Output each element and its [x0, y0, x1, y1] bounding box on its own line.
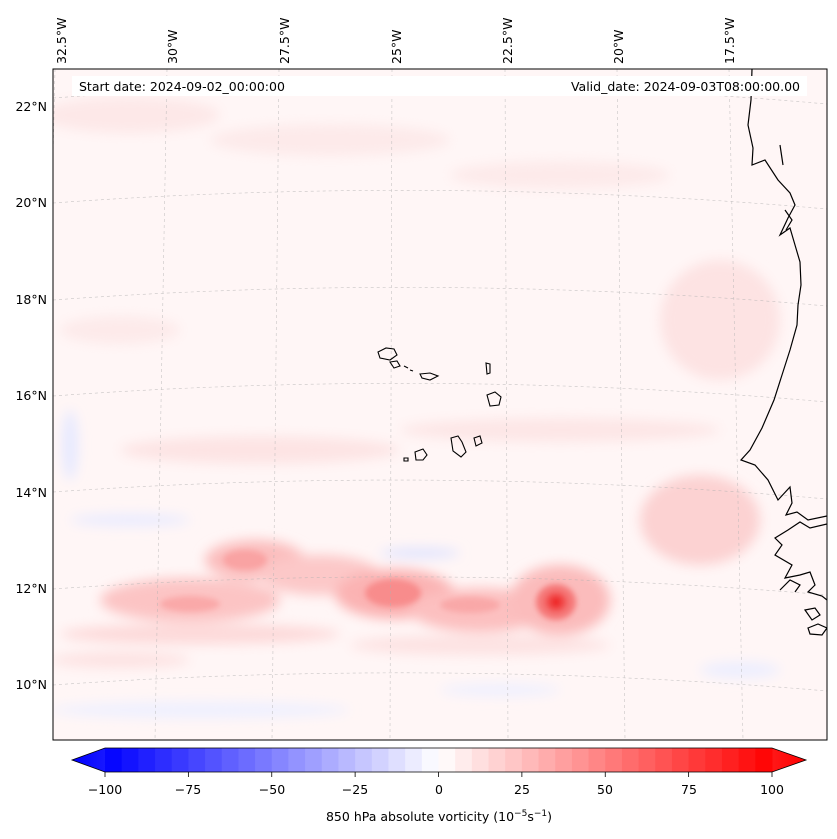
lon-label-25w: 25°W	[389, 29, 404, 64]
colorbar-step	[488, 748, 506, 772]
lat-label-22n: 22°N	[15, 99, 47, 114]
coastline	[739, 69, 827, 636]
lat-label-16n: 16°N	[15, 388, 47, 403]
colorbar-step	[288, 748, 306, 772]
lon-label-20w: 20°W	[611, 29, 626, 64]
colorbar-step	[738, 748, 756, 772]
colorbar-step	[221, 748, 239, 772]
cb-tick-label: 0	[435, 782, 443, 797]
colorbar-step	[438, 748, 456, 772]
colorbar-step	[238, 748, 256, 772]
cb-tick-label: 25	[514, 782, 530, 797]
colorbar-step	[388, 748, 406, 772]
lon-label-17-5w: 17.5°W	[722, 18, 737, 64]
colorbar-step	[171, 748, 189, 772]
colorbar-ticks	[104, 772, 773, 777]
lon-label-30w: 30°W	[165, 29, 180, 64]
latitude-labels: 22°N 20°N 18°N 16°N 14°N 12°N 10°N	[15, 99, 47, 692]
lat-label-10n: 10°N	[15, 677, 47, 692]
cb-tick-label: −100	[88, 782, 122, 797]
colorbar-label: 850 hPa absolute vorticity (10−5s−1)	[326, 809, 552, 824]
lat-label-18n: 18°N	[15, 292, 47, 307]
valid-date-label: Valid_date: 2024-09-03T08:00:00.00	[571, 79, 800, 94]
colorbar-step	[205, 748, 223, 772]
colorbar-step	[555, 748, 573, 772]
colorbar-step	[405, 748, 423, 772]
colorbar-step	[355, 748, 373, 772]
map-frame	[52, 68, 828, 741]
cb-tick-label: 100	[760, 782, 784, 797]
colorbar-step	[105, 748, 123, 772]
colorbar-step	[688, 748, 706, 772]
colorbar-step	[255, 748, 273, 772]
colorbar-step	[538, 748, 556, 772]
colorbar-step	[138, 748, 156, 772]
header-box	[72, 76, 807, 96]
cape-verde-islands	[377, 347, 502, 462]
colorbar-step	[671, 748, 690, 772]
cb-tick-label: −75	[175, 782, 201, 797]
colorbar-step	[155, 748, 173, 772]
colorbar-step	[471, 748, 490, 772]
colorbar-step	[271, 748, 289, 772]
start-date-label: Start date: 2024-09-02_00:00:00	[79, 79, 285, 94]
colorbar-step	[421, 748, 439, 772]
colorbar-step	[721, 748, 740, 772]
colorbar-step	[121, 748, 139, 772]
longitude-labels: 32.5°W 30°W 27.5°W 25°W 22.5°W 20°W 17.5…	[54, 18, 737, 64]
colorbar-step	[588, 748, 606, 772]
colorbar-step	[455, 748, 473, 772]
lon-label-27-5w: 27.5°W	[277, 18, 292, 64]
colorbar-step	[621, 748, 640, 772]
vorticity-field	[53, 69, 827, 740]
lon-label-32-5w: 32.5°W	[54, 18, 69, 64]
lat-label-20n: 20°N	[15, 195, 47, 210]
colorbar-step	[505, 748, 523, 772]
colorbar: −100 −75 −50 −25 0 25 50 75 100 850 hPa …	[70, 747, 808, 824]
colorbar-step	[605, 748, 623, 772]
colorbar-step	[188, 748, 206, 772]
lat-label-12n: 12°N	[15, 581, 47, 596]
colorbar-step	[705, 748, 723, 772]
colorbar-step	[321, 748, 339, 772]
colorbar-step	[571, 748, 590, 772]
colorbar-step	[338, 748, 356, 772]
cb-tick-label: −25	[342, 782, 368, 797]
lat-label-14n: 14°N	[15, 485, 47, 500]
colorbar-step	[371, 748, 389, 772]
colorbar-step	[305, 748, 323, 772]
colorbar-step	[755, 748, 773, 772]
colorbar-tick-labels: −100 −75 −50 −25 0 25 50 75 100	[88, 782, 784, 797]
colorbar-step	[521, 748, 540, 772]
colorbar-step	[655, 748, 673, 772]
colorbar-step	[638, 748, 656, 772]
cb-tick-label: 50	[597, 782, 613, 797]
lon-label-22-5w: 22.5°W	[500, 18, 515, 64]
cb-tick-label: −50	[259, 782, 285, 797]
cb-tick-label: 75	[681, 782, 697, 797]
